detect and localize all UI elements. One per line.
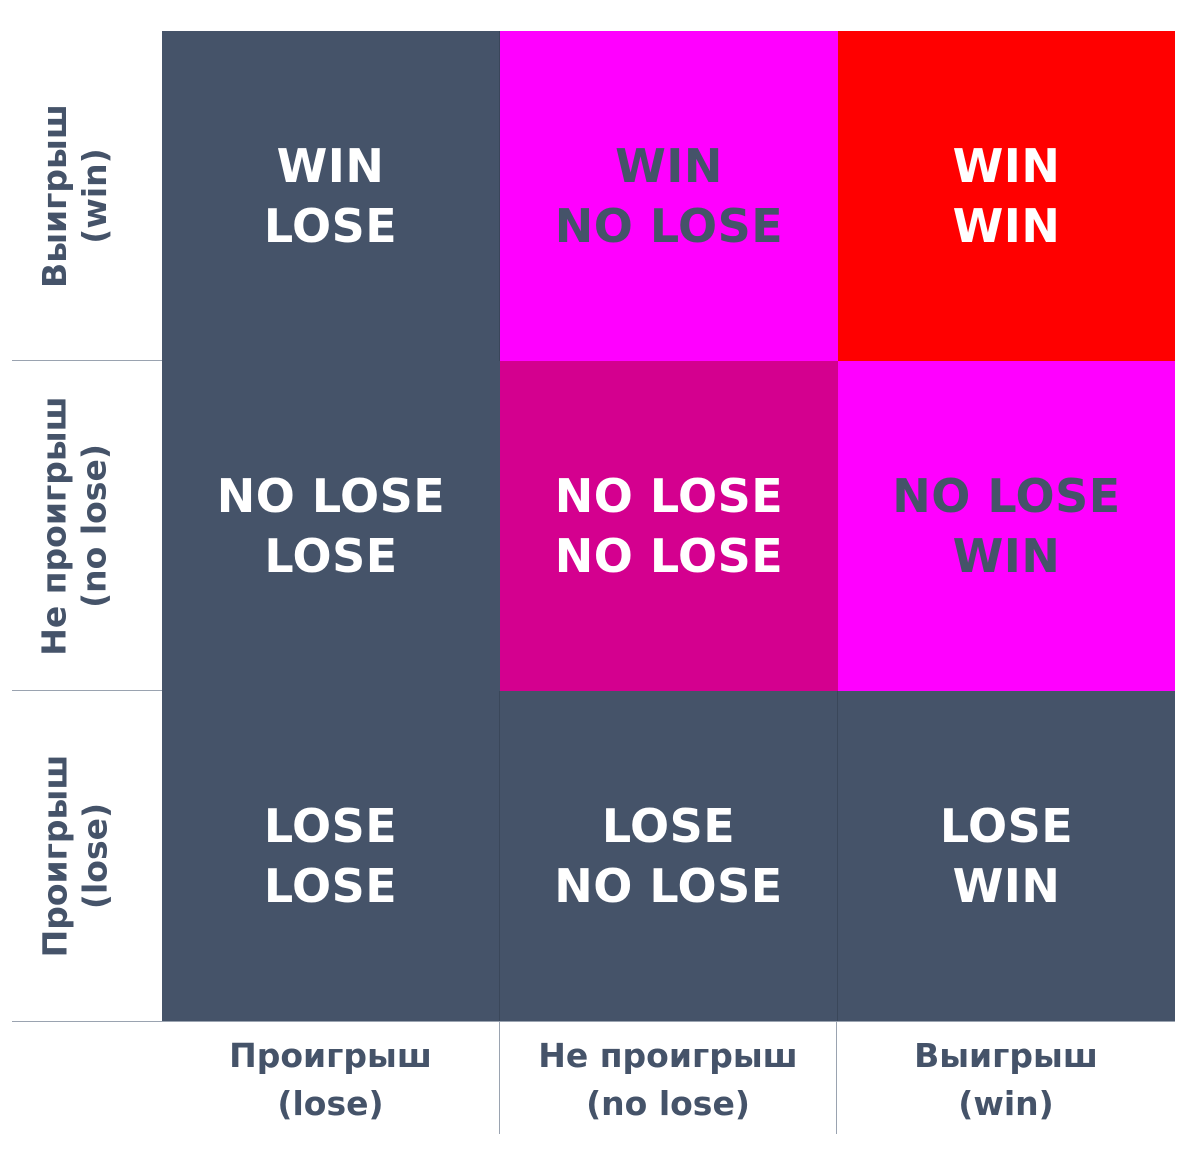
cell-no-lose-no-lose: NO LOSE NO LOSE [500,361,838,691]
x-label-win-text: Выигрыш [914,1036,1098,1075]
y-label-no-lose-sub: (no lose) [75,444,114,608]
cell-no-lose-win: NO LOSE WIN [838,361,1175,691]
cell-line: NO LOSE [892,469,1121,523]
cell-line: NO LOSE [216,469,446,523]
x-label-lose: Проигрыш (lose) [162,1030,499,1130]
cell-line: WIN [615,139,723,193]
cell-line: NO LOSE [554,469,784,523]
y-label-win-text: Выигрыш [35,104,74,288]
cell-line: WIN [952,199,1061,253]
cell-no-lose-lose: NO LOSE LOSE [162,361,500,691]
cell-line: WIN [952,529,1061,583]
cell-line: LOSE [939,799,1074,853]
cell-win-no-lose: WIN NO LOSE [500,31,838,361]
y-label-win: Выигрыш (win) [0,31,150,361]
cell-line: WIN [952,139,1061,193]
y-divider-2 [12,690,162,691]
cell-lose-win: LOSE WIN [838,691,1175,1021]
x-label-no-lose-text: Не проигрыш [538,1036,798,1075]
y-label-no-lose-text: Не проигрыш [35,396,74,656]
cell-line: WIN [276,139,385,193]
x-label-no-lose: Не проигрыш (no lose) [500,1030,836,1130]
x-axis-rule [12,1021,1175,1022]
x-label-win: Выигрыш (win) [837,1030,1175,1130]
x-label-lose-sub: (lose) [277,1084,384,1123]
x-label-lose-text: Проигрыш [229,1036,432,1075]
y-label-no-lose: Не проигрыш (no lose) [0,361,150,691]
x-divider-2 [836,1021,837,1134]
cell-win-lose: WIN LOSE [162,31,500,361]
cell-line: LOSE [264,529,398,583]
y-label-lose-text: Проигрыш [35,754,75,958]
cell-line: NO LOSE [554,859,783,913]
y-label-win-sub: (win) [75,148,114,244]
cell-line: NO LOSE [554,529,784,583]
y-label-lose: Проигрыш (lose) [0,691,150,1021]
cell-line: LOSE [263,199,398,253]
cell-line: LOSE [601,799,736,853]
cell-line: LOSE [263,859,398,913]
x-label-win-sub: (win) [958,1084,1054,1123]
y-divider-1 [12,360,162,361]
cell-line: LOSE [263,799,398,853]
outcome-matrix: WIN LOSE WIN NO LOSE WIN WIN NO LOSE LOS… [162,31,1175,1021]
x-label-no-lose-sub: (no lose) [586,1084,750,1123]
cell-lose-no-lose: LOSE NO LOSE [500,691,838,1021]
cell-line: NO LOSE [554,199,784,253]
cell-win-win: WIN WIN [838,31,1175,361]
cell-lose-lose: LOSE LOSE [162,691,500,1021]
cell-line: WIN [952,859,1061,913]
y-label-lose-sub: (lose) [75,802,115,910]
x-divider-1 [499,1021,500,1134]
